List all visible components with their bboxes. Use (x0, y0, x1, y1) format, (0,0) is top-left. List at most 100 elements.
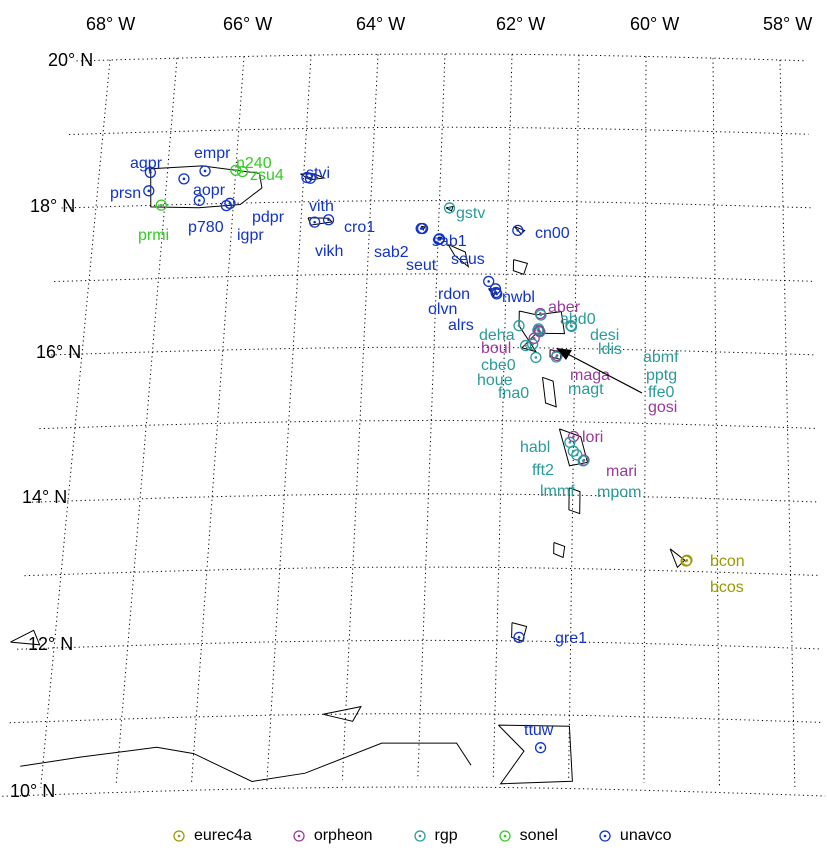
station-markers (143, 164, 693, 754)
lon-tick-label: 64° W (356, 14, 405, 34)
station-marker-dot (572, 435, 575, 438)
station-marker (199, 165, 211, 177)
parallel-line (24, 566, 820, 577)
station-marker-dot (555, 355, 558, 359)
legend-label: eurec4a (194, 827, 252, 844)
lon-tick-label: 58° W (763, 14, 812, 34)
station-label: olvn (428, 301, 457, 318)
lat-tick-label: 12° N (28, 634, 73, 654)
legend-marker-icon (499, 830, 511, 842)
station-marker-dot (569, 324, 573, 327)
parallel-line (69, 126, 809, 135)
station-label: habl (520, 439, 550, 456)
station-marker-dot (516, 229, 520, 232)
coastline (498, 724, 573, 785)
station-label: sab2 (374, 244, 409, 261)
station-marker-dot (537, 329, 541, 333)
station-marker-dot (517, 636, 521, 639)
station-marker-dot (531, 342, 534, 346)
station-marker (513, 320, 525, 332)
station-label: lmmf (540, 483, 575, 500)
station-label: houe (477, 372, 513, 389)
station-label: gstv (456, 205, 485, 222)
legend-item-sonel: sonel (498, 827, 558, 845)
parallel-line (2, 786, 826, 797)
legend-marker-icon (413, 830, 426, 842)
legend-label: rgp (434, 827, 458, 844)
coastline (542, 376, 557, 408)
coastline (669, 548, 686, 569)
parallel-line (31, 493, 818, 503)
coastlines (10, 165, 686, 785)
lat-tick-label: 14° N (22, 487, 67, 507)
station-label: pptg (646, 367, 677, 384)
station-label: bcon (710, 553, 745, 570)
station-marker (565, 320, 577, 332)
station-label: rdon (438, 286, 470, 303)
station-marker-dot (182, 177, 186, 181)
station-label: igpr (237, 227, 264, 244)
lon-tick-label: 68° W (86, 14, 135, 34)
station-marker (577, 455, 589, 467)
parallel-line (9, 713, 824, 724)
legend: eurec4a orpheon rgp sonel unavco (172, 824, 712, 848)
station-marker-dot (419, 227, 423, 230)
station-label: vith (309, 198, 334, 215)
station-marker-dot (313, 220, 316, 224)
station-label: cro1 (344, 219, 375, 236)
meridian-line (643, 56, 647, 783)
legend-marker-icon (173, 830, 185, 842)
station-label: stvi (306, 165, 330, 182)
legend-item-orpheon: orpheon (292, 827, 373, 845)
station-label: agpr (130, 155, 163, 172)
station-marker (230, 164, 242, 176)
station-label: prsn (110, 185, 141, 202)
station-marker-dot (225, 204, 228, 207)
station-marker-dot (309, 176, 312, 180)
station-marker (308, 216, 321, 228)
station-marker (526, 338, 539, 350)
lon-tick-label: 62° W (496, 14, 545, 34)
coastline (553, 542, 566, 559)
station-marker (143, 185, 155, 197)
station-label: p780 (188, 219, 224, 236)
station-marker (535, 309, 547, 321)
station-label: mari (606, 463, 637, 480)
legend-marker-icon (599, 830, 611, 842)
station-marker (491, 288, 503, 300)
station-marker-dot (539, 746, 542, 749)
station-marker-dot (539, 313, 543, 317)
station-label: n240 (236, 155, 272, 172)
station-marker-dot (234, 168, 238, 172)
station-marker (681, 554, 693, 566)
station-marker-dot (241, 170, 244, 173)
station-marker (534, 742, 547, 754)
station-marker-dot (149, 171, 152, 174)
station-marker-dot (568, 441, 572, 444)
station-label: gre1 (555, 630, 587, 647)
station-label: magt (568, 381, 604, 398)
station-marker-dot (198, 199, 201, 202)
station-marker (530, 351, 542, 364)
station-label: abmf (643, 349, 679, 366)
legend-item-unavco: unavco (598, 827, 672, 845)
station-marker (304, 172, 317, 184)
station-label: prmi (138, 227, 169, 244)
station-label: empr (194, 145, 231, 162)
graticule (2, 53, 826, 797)
station-marker (578, 454, 590, 466)
station-marker (443, 202, 456, 214)
station-label: alrs (448, 317, 474, 334)
station-marker (483, 275, 495, 288)
station-label: lori (582, 429, 603, 446)
station-marker-dot (495, 292, 499, 296)
station-marker-dot (534, 356, 538, 359)
station-label: fft2 (532, 462, 554, 479)
station-marker (533, 325, 545, 337)
station-label: cbe0 (481, 357, 516, 374)
coastline (447, 244, 470, 268)
parallel-line (76, 53, 807, 62)
lat-tick-label: 10° N (10, 781, 55, 801)
lon-tick-label: 60° W (630, 14, 679, 34)
